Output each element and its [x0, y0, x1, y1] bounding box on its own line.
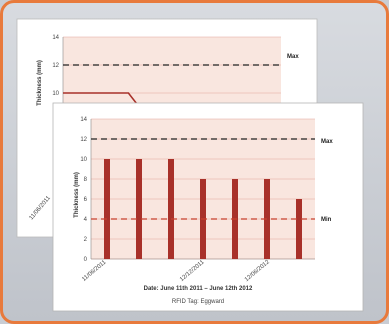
- front-y-tick-label: 4: [84, 217, 88, 223]
- front-y-tick-label: 2: [84, 237, 88, 243]
- front-min-label: Min: [321, 217, 332, 223]
- front-y-tick-label: 0: [84, 257, 88, 263]
- front-y-tick-label: 14: [80, 117, 87, 123]
- front-y-tick-label: 10: [80, 157, 87, 163]
- front-bar: [104, 159, 110, 259]
- front-y-tick-label: 12: [80, 137, 87, 143]
- back-y-tick-label: 10: [52, 91, 59, 97]
- back-max-label: Max: [287, 54, 299, 60]
- back-y-axis-label: Thickness (mm): [37, 60, 43, 106]
- front-bar: [136, 159, 142, 259]
- back-y-tick-label: 14: [52, 35, 59, 41]
- front-y-axis-label: Thickness (mm): [74, 172, 80, 218]
- front-y-tick-label: 6: [84, 197, 88, 203]
- front-max-label: Max: [321, 139, 333, 145]
- back-y-tick-label: 12: [52, 63, 59, 69]
- front-bar: [296, 199, 302, 259]
- front-caption: RFID Tag: Eggward: [172, 299, 224, 305]
- front-bar: [168, 159, 174, 259]
- front-y-tick-label: 8: [84, 177, 88, 183]
- front-x-axis-label: Date: June 11th 2011 – June 12th 2012: [144, 286, 253, 292]
